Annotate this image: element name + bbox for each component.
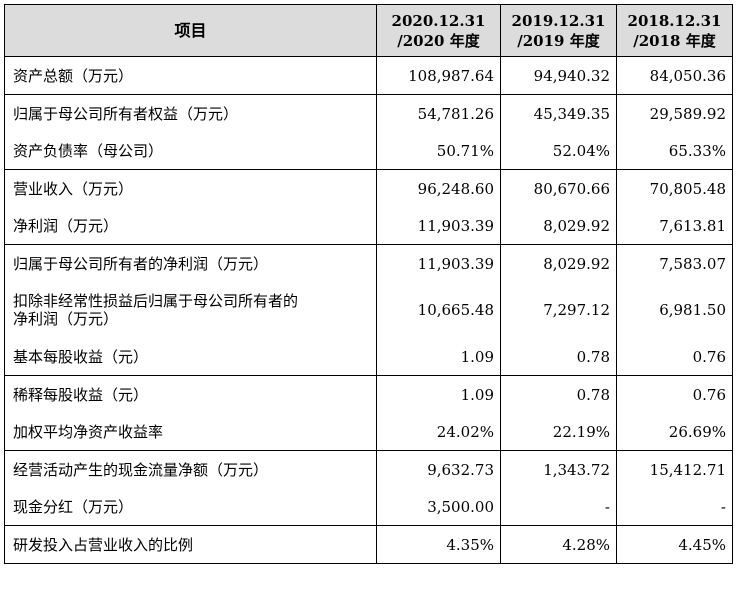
cell-2020: 11,903.39 [376,244,501,282]
row-label: 加权平均净资产收益率 [4,413,377,451]
table-row: 资产负债率（母公司） 50.71% 52.04% 65.33% [4,132,733,170]
cell-2018: 0.76 [616,375,733,413]
financial-summary-table: 项目 2020.12.31 /2020 年度 2019.12.31 /2019 … [4,4,733,564]
cell-2020: 1.09 [376,338,501,376]
cell-2019: 1,343.72 [500,450,617,488]
table-row: 基本每股收益（元） 1.09 0.78 0.76 [4,338,733,376]
cell-2018: 65.33% [616,132,733,170]
header-date: 2018.12.31 [627,11,722,30]
header-row: 项目 2020.12.31 /2020 年度 2019.12.31 /2019 … [4,4,733,57]
cell-2018: 7,613.81 [616,207,733,245]
cell-2019: 8,029.92 [500,244,617,282]
header-period-2018: 2018.12.31 /2018 年度 [616,4,733,57]
cell-2020: 4.35% [376,525,501,564]
cell-2019: - [500,488,617,526]
row-label: 净利润（万元） [4,207,377,245]
cell-2020: 54,781.26 [376,94,501,132]
cell-2018: 7,583.07 [616,244,733,282]
cell-2019: 52.04% [500,132,617,170]
cell-2018: 0.76 [616,338,733,376]
cell-2018: 84,050.36 [616,56,733,95]
cell-2018: 29,589.92 [616,94,733,132]
table-row: 研发投入占营业收入的比例 4.35% 4.28% 4.45% [4,525,733,564]
cell-2019: 4.28% [500,525,617,564]
cell-2020: 10,665.48 [376,282,501,338]
cell-2018: - [616,488,733,526]
cell-2019: 94,940.32 [500,56,617,95]
row-label: 资产总额（万元） [4,56,377,95]
row-label-line1: 扣除非经常性损益后归属于母公司所有者的 [13,292,299,310]
cell-2020: 50.71% [376,132,501,170]
row-label: 归属于母公司所有者的净利润（万元） [4,244,377,282]
table-row: 加权平均净资产收益率 24.02% 22.19% 26.69% [4,413,733,451]
header-period-2019: 2019.12.31 /2019 年度 [500,4,617,57]
row-label: 资产负债率（母公司） [4,132,377,170]
cell-2020: 11,903.39 [376,207,501,245]
cell-2018: 26.69% [616,413,733,451]
cell-2019: 0.78 [500,375,617,413]
cell-2020: 9,632.73 [376,450,501,488]
cell-2018: 6,981.50 [616,282,733,338]
row-label-line2: 净利润（万元） [13,310,119,328]
cell-2019: 8,029.92 [500,207,617,245]
cell-2018: 70,805.48 [616,169,733,207]
header-year: /2018 年度 [633,31,716,50]
cell-2020: 96,248.60 [376,169,501,207]
cell-2020: 3,500.00 [376,488,501,526]
table-row: 经营活动产生的现金流量净额（万元） 9,632.73 1,343.72 15,4… [4,450,733,488]
table-row: 归属于母公司所有者权益（万元） 54,781.26 45,349.35 29,5… [4,94,733,132]
cell-2019: 0.78 [500,338,617,376]
table-row: 稀释每股收益（元） 1.09 0.78 0.76 [4,375,733,413]
cell-2019: 45,349.35 [500,94,617,132]
header-period-2020: 2020.12.31 /2020 年度 [376,4,501,57]
cell-2018: 4.45% [616,525,733,564]
row-label: 营业收入（万元） [4,169,377,207]
cell-2019: 80,670.66 [500,169,617,207]
cell-2020: 108,987.64 [376,56,501,95]
header-item: 项目 [4,4,377,57]
table-body: 资产总额（万元） 108,987.64 94,940.32 84,050.36 … [4,56,733,564]
header-year: /2020 年度 [397,31,480,50]
row-label: 扣除非经常性损益后归属于母公司所有者的 净利润（万元） [4,282,377,338]
row-label: 现金分红（万元） [4,488,377,526]
header-year: /2019 年度 [517,31,600,50]
financial-table-container: 项目 2020.12.31 /2020 年度 2019.12.31 /2019 … [4,4,733,564]
table-row: 资产总额（万元） 108,987.64 94,940.32 84,050.36 [4,56,733,95]
table-row: 营业收入（万元） 96,248.60 80,670.66 70,805.48 [4,169,733,207]
cell-2018: 15,412.71 [616,450,733,488]
cell-2020: 1.09 [376,375,501,413]
row-label: 研发投入占营业收入的比例 [4,525,377,564]
cell-2019: 7,297.12 [500,282,617,338]
cell-2019: 22.19% [500,413,617,451]
row-label: 基本每股收益（元） [4,338,377,376]
row-label: 经营活动产生的现金流量净额（万元） [4,450,377,488]
row-label: 稀释每股收益（元） [4,375,377,413]
cell-2020: 24.02% [376,413,501,451]
row-label: 归属于母公司所有者权益（万元） [4,94,377,132]
table-header: 项目 2020.12.31 /2020 年度 2019.12.31 /2019 … [4,4,733,57]
header-date: 2020.12.31 [391,11,486,30]
table-row: 扣除非经常性损益后归属于母公司所有者的 净利润（万元） 10,665.48 7,… [4,282,733,338]
table-row: 现金分红（万元） 3,500.00 - - [4,488,733,526]
table-row: 归属于母公司所有者的净利润（万元） 11,903.39 8,029.92 7,5… [4,244,733,282]
header-date: 2019.12.31 [511,11,606,30]
table-row: 净利润（万元） 11,903.39 8,029.92 7,613.81 [4,207,733,245]
